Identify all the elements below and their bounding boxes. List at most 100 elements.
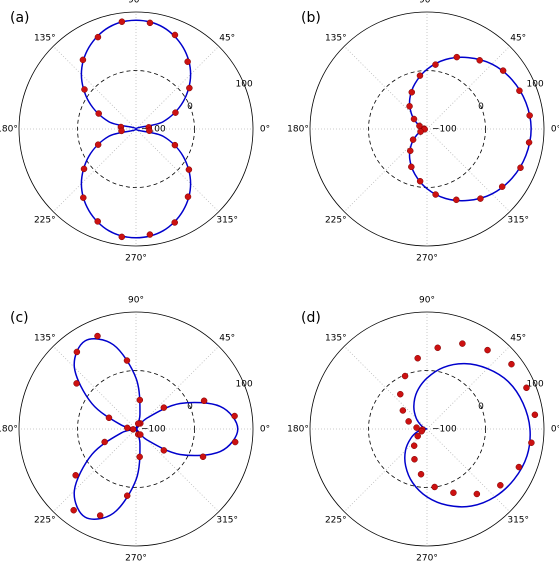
data-point: [473, 490, 481, 498]
theta-grid-line: [52, 45, 137, 130]
data-point: [416, 177, 424, 185]
theta-tick-label: 270°: [416, 554, 438, 561]
data-point: [73, 348, 81, 356]
data-point: [199, 453, 207, 461]
data-point: [123, 357, 131, 364]
data-point: [408, 88, 416, 96]
data-point: [146, 231, 154, 238]
polar-panel: (b) 0° 45° 90° 135° 180° 225° 270° 315° −100 0 100: [287, 0, 559, 264]
theta-tick-label: 225°: [325, 516, 347, 526]
data-point: [499, 67, 507, 74]
data-point: [410, 442, 418, 449]
data-point: [418, 427, 425, 435]
data-point: [171, 141, 179, 149]
data-point: [450, 489, 457, 497]
theta-tick-label: 0°: [551, 125, 559, 135]
r-grid-circle: [77, 370, 195, 488]
data-point: [200, 397, 208, 405]
polar-panel: (d) 0° 45° 90° 135° 180° 225° 270° 315° −100 0 100: [287, 296, 559, 561]
data-point: [129, 426, 137, 433]
theta-tick-label: 180°: [287, 425, 309, 435]
data-point: [95, 110, 102, 117]
theta-tick-label: 315°: [216, 216, 238, 226]
theta-tick-label: 45°: [219, 333, 235, 343]
data-point: [146, 127, 153, 135]
data-point: [124, 424, 131, 432]
data-point: [80, 194, 87, 201]
data-point: [136, 453, 143, 461]
data-point: [123, 492, 131, 499]
data-point: [453, 196, 460, 204]
r-tick-label: 100: [527, 80, 544, 90]
data-point: [94, 218, 101, 225]
data-point: [137, 431, 144, 438]
theta-grid-line: [343, 428, 428, 513]
polar-frame: [309, 11, 545, 247]
data-point: [414, 354, 421, 362]
theta-tick-label: 135°: [325, 333, 347, 343]
r-tick-label: 100: [236, 380, 253, 390]
data-point: [417, 128, 424, 135]
polar-panel: (c) 0° 45° 90° 135° 180° 225° 270° 315° −100 0 100: [0, 296, 270, 561]
r-tick-label: −100: [432, 425, 457, 435]
model-curve: [404, 362, 531, 508]
r-tick-label: 100: [236, 80, 253, 90]
theta-tick-label: 135°: [34, 33, 56, 43]
data-point: [73, 380, 80, 387]
data-point: [406, 103, 413, 110]
data-point: [81, 86, 88, 93]
theta-tick-label: 225°: [34, 516, 56, 526]
polar-frame: [18, 311, 254, 547]
data-point: [231, 412, 238, 420]
data-point: [172, 109, 179, 116]
data-point: [184, 58, 191, 65]
theta-tick-label: 270°: [125, 254, 147, 264]
theta-grid-line: [52, 345, 137, 430]
data-point: [497, 482, 504, 489]
r-grid-circle: [77, 70, 195, 188]
theta-tick-label: 180°: [0, 425, 18, 435]
data-point: [397, 390, 404, 398]
data-point: [498, 183, 506, 190]
data-point: [409, 136, 417, 143]
polar-frame: [309, 311, 545, 547]
data-point: [405, 418, 412, 425]
data-point: [72, 472, 79, 479]
panel-label: (b): [301, 10, 321, 26]
theta-grid-line: [52, 128, 137, 213]
theta-grid-line: [135, 45, 220, 130]
data-point: [516, 87, 523, 94]
data-point: [417, 470, 425, 478]
data-point: [160, 404, 168, 411]
theta-tick-label: 0°: [260, 125, 270, 135]
data-point: [401, 372, 409, 380]
data-point: [407, 147, 414, 155]
theta-tick-label: 45°: [510, 33, 526, 43]
theta-tick-label: 270°: [416, 254, 438, 264]
panel-label: (d): [301, 310, 321, 326]
data-point: [96, 512, 104, 519]
data-point: [231, 438, 239, 446]
data-point: [476, 57, 483, 64]
theta-tick-label: 225°: [325, 216, 347, 226]
r-grid-circle: [368, 70, 486, 188]
theta-tick-label: 45°: [219, 33, 235, 43]
data-point: [118, 127, 125, 135]
data-point: [134, 420, 142, 427]
theta-grid-line: [426, 45, 511, 130]
data-point: [413, 424, 420, 431]
data-point: [410, 115, 418, 123]
data-point: [160, 447, 168, 454]
data-point: [184, 193, 192, 201]
theta-tick-label: 0°: [260, 425, 270, 435]
data-point: [171, 219, 178, 226]
data-point: [508, 360, 515, 368]
data-point: [118, 18, 126, 25]
data-point: [146, 19, 154, 27]
data-point: [477, 195, 484, 202]
theta-grid-line: [426, 345, 511, 430]
data-point: [411, 456, 418, 463]
model-curve: [80, 19, 192, 239]
theta-tick-label: 315°: [216, 516, 238, 526]
